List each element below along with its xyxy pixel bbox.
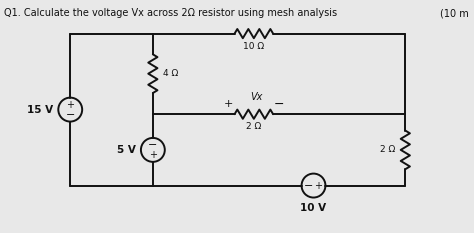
Text: −: − <box>65 110 75 120</box>
Text: 2 Ω: 2 Ω <box>380 145 395 154</box>
Text: +: + <box>315 181 322 191</box>
Text: Q1. Calculate the voltage Vx across 2Ω resistor using mesh analysis: Q1. Calculate the voltage Vx across 2Ω r… <box>4 8 337 18</box>
Text: +: + <box>224 99 233 109</box>
Text: (10 m: (10 m <box>440 8 468 18</box>
Text: 2 Ω: 2 Ω <box>246 123 262 131</box>
Text: 4 Ω: 4 Ω <box>163 69 178 78</box>
Text: Vx: Vx <box>250 92 262 102</box>
Text: 10 V: 10 V <box>301 203 327 213</box>
Text: +: + <box>149 150 157 160</box>
Text: 15 V: 15 V <box>27 105 53 115</box>
Text: −: − <box>148 140 157 150</box>
Text: −: − <box>304 181 313 191</box>
Text: 5 V: 5 V <box>117 145 136 155</box>
Text: −: − <box>274 98 284 111</box>
Text: +: + <box>66 99 74 110</box>
Text: 10 Ω: 10 Ω <box>243 42 264 51</box>
